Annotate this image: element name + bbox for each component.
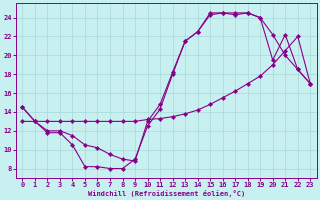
X-axis label: Windchill (Refroidissement éolien,°C): Windchill (Refroidissement éolien,°C) xyxy=(88,190,245,197)
